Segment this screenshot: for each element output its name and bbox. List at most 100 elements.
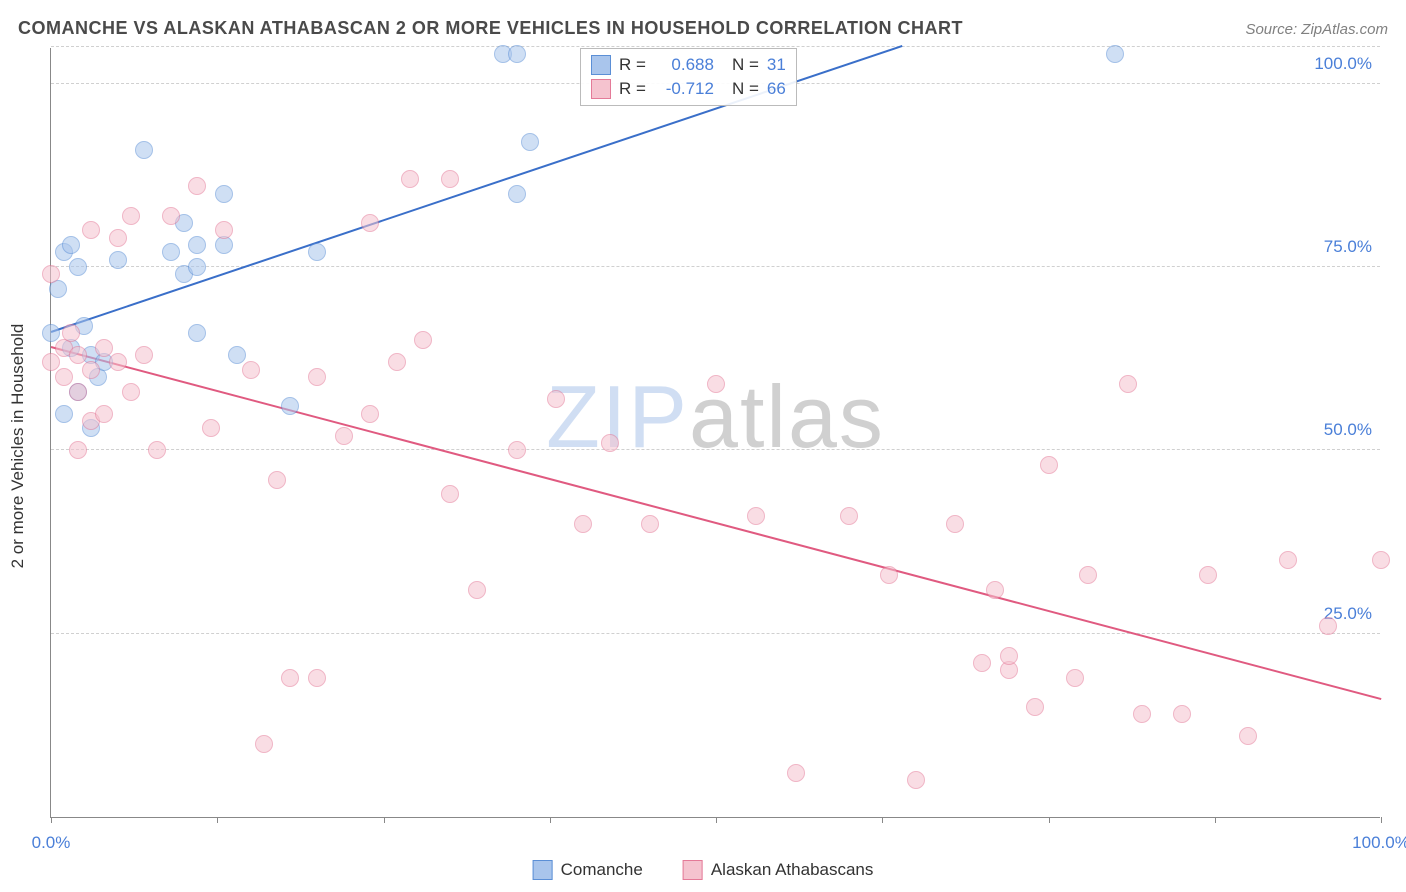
n-value: 66 (767, 79, 786, 99)
x-tick (550, 817, 551, 823)
data-point (242, 361, 260, 379)
stats-legend: R = 0.688 N = 31R = -0.712 N = 66 (580, 48, 797, 106)
data-point (109, 353, 127, 371)
x-tick (217, 817, 218, 823)
data-point (42, 353, 60, 371)
stats-row: R = -0.712 N = 66 (591, 77, 786, 101)
data-point (414, 331, 432, 349)
data-point (188, 236, 206, 254)
data-point (162, 207, 180, 225)
data-point (521, 133, 539, 151)
data-point (601, 434, 619, 452)
data-point (162, 243, 180, 261)
chart-header: COMANCHE VS ALASKAN ATHABASCAN 2 OR MORE… (18, 18, 1388, 39)
data-point (1319, 617, 1337, 635)
legend-swatch (591, 55, 611, 75)
data-point (1066, 669, 1084, 687)
data-point (95, 339, 113, 357)
data-point (641, 515, 659, 533)
data-point (508, 45, 526, 63)
data-point (361, 214, 379, 232)
data-point (62, 324, 80, 342)
legend-swatch (683, 860, 703, 880)
n-value: 31 (767, 55, 786, 75)
data-point (95, 405, 113, 423)
data-point (202, 419, 220, 437)
data-point (215, 185, 233, 203)
data-point (268, 471, 286, 489)
data-point (547, 390, 565, 408)
data-point (42, 324, 60, 342)
x-tick (716, 817, 717, 823)
data-point (1279, 551, 1297, 569)
data-point (281, 397, 299, 415)
n-label: N = (732, 79, 759, 99)
gridline-h (51, 46, 1380, 47)
data-point (188, 324, 206, 342)
y-axis-label: 2 or more Vehicles in Household (8, 324, 28, 569)
y-tick-label: 50.0% (1324, 420, 1372, 440)
legend-item: Comanche (533, 860, 643, 880)
data-point (361, 405, 379, 423)
gridline-h (51, 633, 1380, 634)
r-value: -0.712 (654, 79, 714, 99)
data-point (1133, 705, 1151, 723)
data-point (508, 441, 526, 459)
data-point (508, 185, 526, 203)
data-point (69, 346, 87, 364)
trend-line (51, 346, 1382, 700)
data-point (787, 764, 805, 782)
data-point (747, 507, 765, 525)
data-point (1026, 698, 1044, 716)
x-tick-label: 0.0% (32, 833, 71, 853)
data-point (388, 353, 406, 371)
data-point (135, 346, 153, 364)
data-point (55, 368, 73, 386)
x-tick (1049, 817, 1050, 823)
data-point (1000, 647, 1018, 665)
n-label: N = (732, 55, 759, 75)
data-point (441, 485, 459, 503)
gridline-h (51, 266, 1380, 267)
data-point (335, 427, 353, 445)
x-tick-label: 100.0% (1352, 833, 1406, 853)
legend-swatch (591, 79, 611, 99)
series-legend: Comanche Alaskan Athabascans (533, 860, 874, 880)
legend-item: Alaskan Athabascans (683, 860, 874, 880)
data-point (1372, 551, 1390, 569)
data-point (69, 441, 87, 459)
data-point (188, 177, 206, 195)
data-point (973, 654, 991, 672)
data-point (135, 141, 153, 159)
x-tick (51, 817, 52, 823)
x-tick (882, 817, 883, 823)
data-point (109, 229, 127, 247)
data-point (1239, 727, 1257, 745)
stats-row: R =0.688N =31 (591, 53, 786, 77)
x-tick (384, 817, 385, 823)
data-point (907, 771, 925, 789)
data-point (401, 170, 419, 188)
data-point (574, 515, 592, 533)
data-point (228, 346, 246, 364)
data-point (82, 221, 100, 239)
data-point (308, 243, 326, 261)
data-point (69, 258, 87, 276)
r-label: R = (619, 79, 646, 99)
data-point (1173, 705, 1191, 723)
r-value: 0.688 (654, 55, 714, 75)
data-point (42, 265, 60, 283)
data-point (468, 581, 486, 599)
data-point (880, 566, 898, 584)
legend-swatch (533, 860, 553, 880)
data-point (1199, 566, 1217, 584)
legend-label: Alaskan Athabascans (711, 860, 874, 880)
data-point (109, 251, 127, 269)
legend-label: Comanche (561, 860, 643, 880)
data-point (1106, 45, 1124, 63)
data-point (441, 170, 459, 188)
data-point (148, 441, 166, 459)
data-point (188, 258, 206, 276)
data-point (707, 375, 725, 393)
source-attribution: Source: ZipAtlas.com (1245, 21, 1388, 38)
